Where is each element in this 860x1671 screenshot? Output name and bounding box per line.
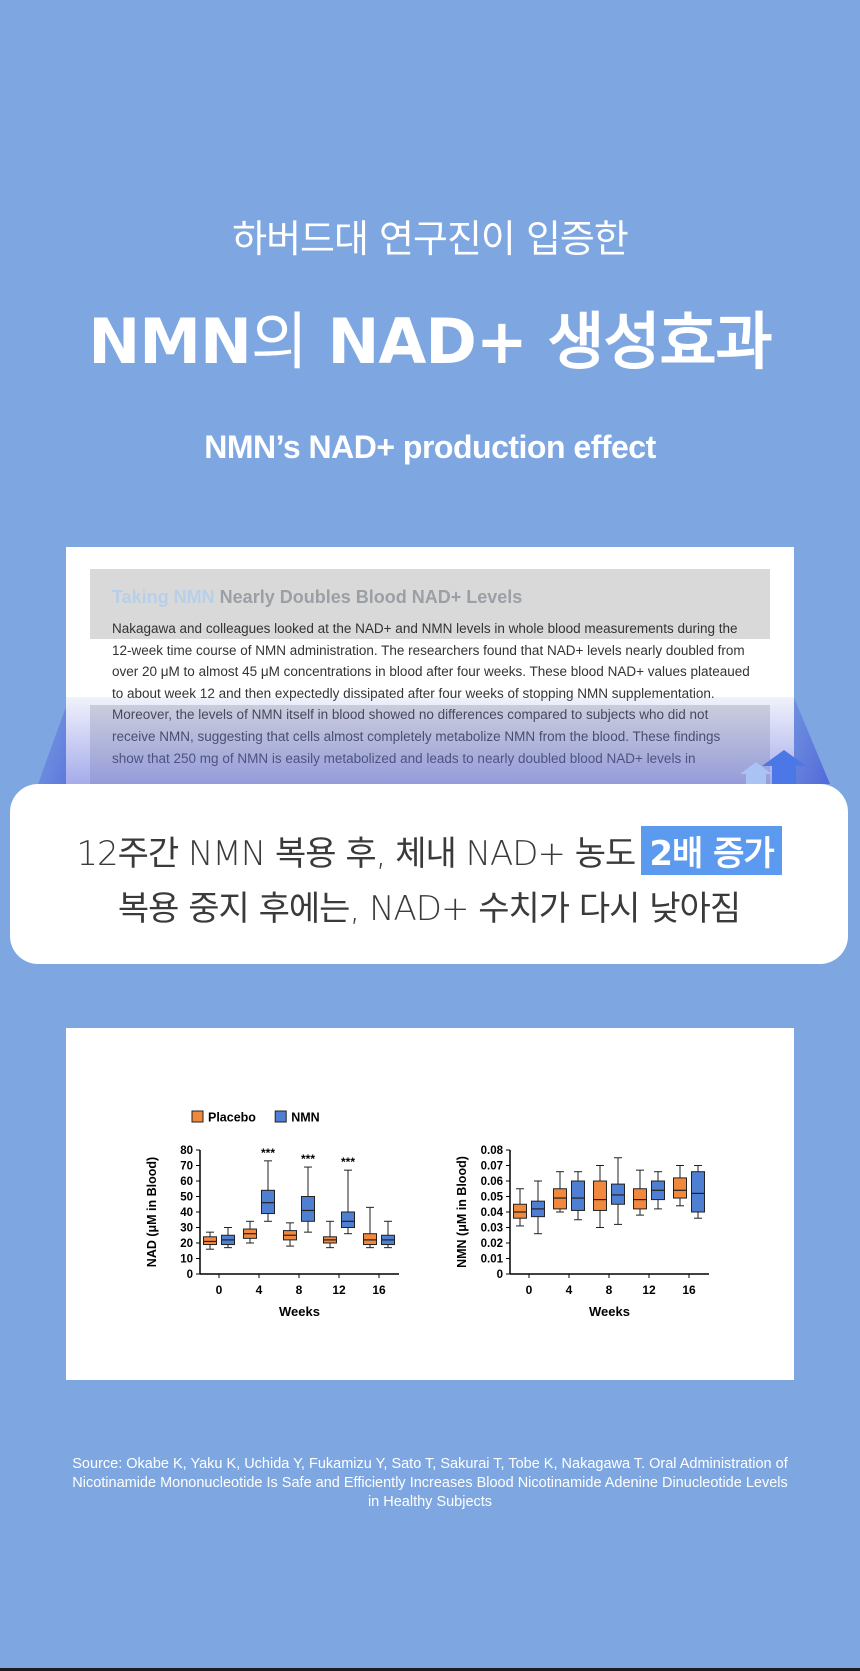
legend-swatch bbox=[191, 1110, 204, 1123]
y-tick-label: 80 bbox=[180, 1145, 193, 1157]
significance-marker: *** bbox=[301, 1152, 315, 1166]
y-tick-label: 60 bbox=[180, 1176, 193, 1188]
excerpt-title-highlight: Taking NMN bbox=[112, 587, 215, 607]
callout-line-2: 복용 중지 후에는, NAD+ 수치가 다시 낮아짐 bbox=[117, 889, 741, 929]
box-rect bbox=[363, 1233, 377, 1246]
callout-line-1-text: 12주간 NMN 복용 후, 체내 NAD+ 농도 bbox=[76, 834, 636, 874]
headline: NMN의 NAD+ 생성효과 bbox=[0, 291, 860, 381]
box-rect bbox=[553, 1188, 567, 1210]
y-tick-label: 20 bbox=[180, 1238, 193, 1250]
x-tick-label: 0 bbox=[526, 1283, 533, 1297]
legend-label: Placebo bbox=[208, 1111, 256, 1125]
y-tick-label: 10 bbox=[180, 1254, 193, 1266]
excerpt-highlight-band bbox=[90, 639, 770, 705]
box-rect bbox=[633, 1188, 647, 1210]
y-tick-label: 30 bbox=[180, 1223, 193, 1235]
box-rect bbox=[203, 1236, 217, 1246]
double-up-arrow-icon bbox=[740, 750, 806, 790]
header: 하버드대 연구진이 입증한 NMN의 NAD+ 생성효과 NMN’s NAD+ … bbox=[0, 208, 860, 466]
source-citation: Source: Okabe K, Yaku K, Uchida Y, Fukam… bbox=[72, 1455, 788, 1510]
y-tick-label: 0.04 bbox=[481, 1207, 504, 1219]
box-rect bbox=[593, 1180, 607, 1211]
y-axis-label: NAD (μM in Blood) bbox=[145, 1157, 159, 1267]
box-rect bbox=[691, 1171, 705, 1213]
y-tick-label: 0.03 bbox=[481, 1223, 503, 1235]
y-tick-label: 0.02 bbox=[481, 1238, 503, 1250]
study-excerpt-card: Taking NMN Nearly Doubles Blood NAD+ Lev… bbox=[66, 547, 794, 797]
excerpt-title: Taking NMN Nearly Doubles Blood NAD+ Lev… bbox=[112, 587, 752, 608]
english-subtitle: NMN’s NAD+ production effect bbox=[204, 429, 656, 465]
box-rect bbox=[611, 1183, 625, 1205]
x-tick-label: 16 bbox=[682, 1283, 696, 1297]
y-tick-label: 70 bbox=[180, 1161, 193, 1173]
y-tick-label: 40 bbox=[180, 1207, 193, 1219]
legend-label: NMN bbox=[291, 1111, 319, 1125]
x-axis-label: Weeks bbox=[279, 1304, 320, 1319]
x-tick-label: 8 bbox=[296, 1283, 303, 1297]
callout-line-1: 12주간 NMN 복용 후, 체내 NAD+ 농도 2배 증가 bbox=[10, 826, 848, 875]
excerpt-fade-overlay bbox=[66, 697, 794, 797]
headline-rest: NAD+ 생성효과 bbox=[306, 305, 773, 378]
box-rect bbox=[301, 1196, 315, 1222]
significance-marker: *** bbox=[261, 1146, 275, 1160]
kicker-text: 하버드대 연구진이 입증한 bbox=[232, 217, 629, 261]
x-tick-label: 16 bbox=[372, 1283, 386, 1297]
y-tick-label: 0.08 bbox=[481, 1145, 504, 1157]
x-tick-label: 8 bbox=[606, 1283, 613, 1297]
bottom-strip bbox=[0, 1668, 860, 1671]
x-tick-label: 12 bbox=[642, 1283, 656, 1297]
box-rect bbox=[673, 1177, 687, 1199]
y-axis-label: NMN (μM in Blood) bbox=[455, 1156, 469, 1268]
legend-swatch bbox=[274, 1110, 287, 1123]
x-axis-label: Weeks bbox=[589, 1304, 630, 1319]
x-tick-label: 4 bbox=[566, 1283, 573, 1297]
y-tick-label: 0 bbox=[187, 1269, 193, 1281]
headline-particle: 의 bbox=[250, 305, 308, 378]
headline-nmn: NMN bbox=[88, 305, 251, 378]
y-tick-label: 50 bbox=[180, 1192, 193, 1204]
y-tick-label: 0.07 bbox=[481, 1161, 503, 1173]
box-rect bbox=[513, 1203, 527, 1219]
y-tick-label: 0.01 bbox=[481, 1254, 504, 1266]
significance-marker: *** bbox=[341, 1155, 355, 1169]
y-tick-label: 0.05 bbox=[481, 1192, 504, 1204]
y-tick-label: 0 bbox=[497, 1269, 503, 1281]
x-tick-label: 4 bbox=[256, 1283, 263, 1297]
box-rect bbox=[571, 1180, 585, 1211]
box-rect bbox=[341, 1211, 355, 1228]
x-tick-label: 12 bbox=[332, 1283, 346, 1297]
key-finding-callout: 12주간 NMN 복용 후, 체내 NAD+ 농도 2배 증가 복용 중지 후에는… bbox=[10, 784, 848, 964]
y-tick-label: 0.06 bbox=[481, 1176, 503, 1188]
x-tick-label: 0 bbox=[216, 1283, 223, 1297]
chart-card: 0 10 20 30 40 50 60 70 80 0 4 8 12 16 Weeks NAD (μM in … bbox=[66, 1028, 794, 1380]
box-rect bbox=[261, 1189, 275, 1215]
callout-badge: 2배 증가 bbox=[641, 826, 782, 875]
excerpt-title-rest: Nearly Doubles Blood NAD+ Levels bbox=[214, 587, 523, 607]
